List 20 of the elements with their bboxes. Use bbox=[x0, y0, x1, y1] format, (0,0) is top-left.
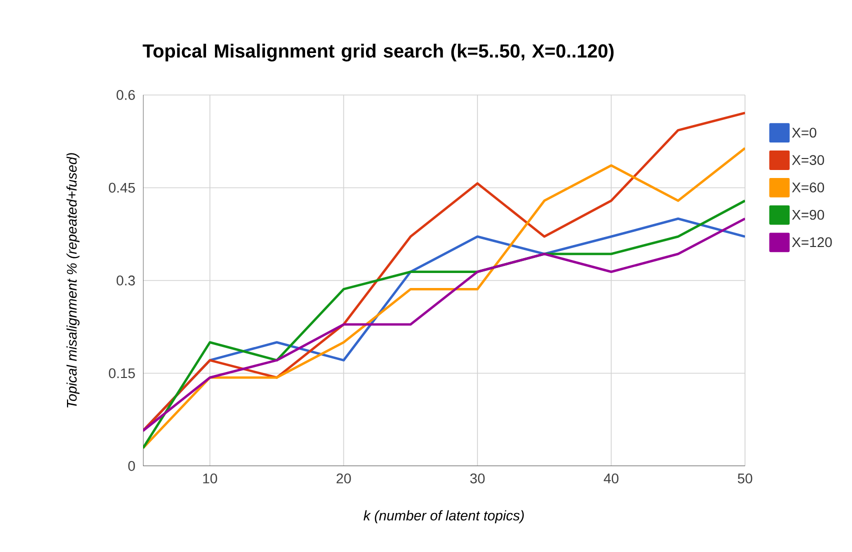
x-tick-label: 20 bbox=[336, 474, 351, 484]
legend-label: X=60 bbox=[792, 182, 824, 192]
line-series bbox=[143, 112, 746, 432]
y-tick-label: 0.15 bbox=[108, 368, 135, 378]
y-tick-label: 0.3 bbox=[116, 276, 135, 286]
legend-label: X=30 bbox=[792, 155, 824, 166]
legend-label: X=0 bbox=[792, 128, 816, 138]
y-tick-label: 0.6 bbox=[116, 90, 135, 100]
y-axis-title: Topical misalignment % (repeated+fused) bbox=[66, 153, 80, 408]
chart-title: Topical Misalignment grid search (k=5..50, X=0..120) bbox=[142, 44, 614, 62]
x-tick-label: 40 bbox=[604, 474, 618, 484]
x-tick-label: 50 bbox=[738, 474, 752, 484]
y-tick-label: 0 bbox=[128, 461, 135, 471]
x-axis-title: k (number of latent topics) bbox=[364, 510, 524, 524]
line-series bbox=[143, 146, 746, 450]
legend-label: X=90 bbox=[792, 210, 824, 220]
legend-label: X=120 bbox=[792, 237, 832, 248]
x-tick-label: 10 bbox=[203, 474, 218, 484]
x-tick-label: 30 bbox=[470, 474, 485, 484]
y-tick-label: 0.45 bbox=[108, 182, 135, 193]
